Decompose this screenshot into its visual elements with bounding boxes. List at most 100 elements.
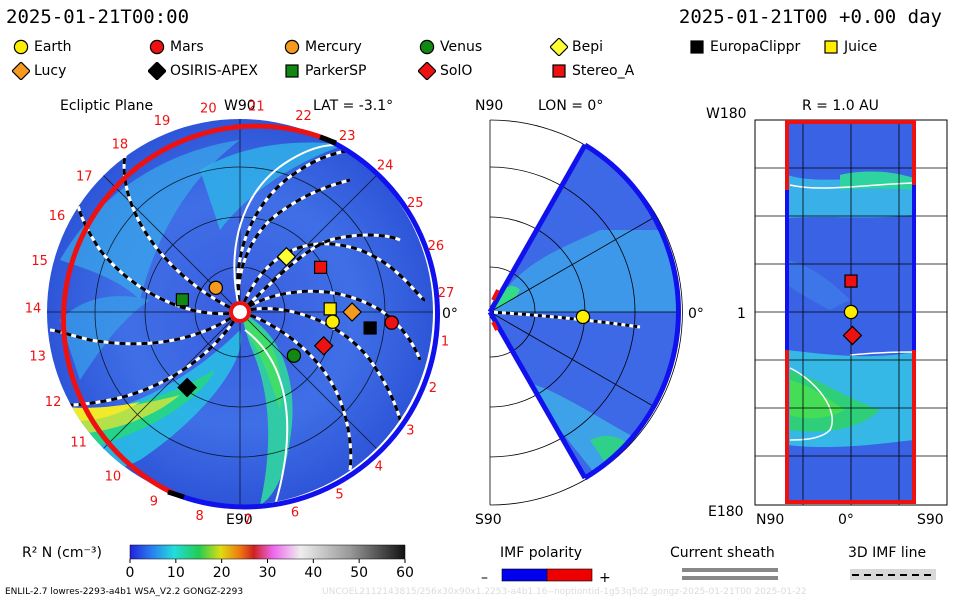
current-sheath-label: Current sheath bbox=[670, 545, 775, 561]
radial-body-earth bbox=[843, 304, 859, 320]
carrington-number: 3 bbox=[406, 424, 414, 439]
lucy-legend-icon bbox=[12, 62, 30, 80]
colorbar-tick-label: 60 bbox=[396, 565, 414, 581]
meridional-bodies bbox=[575, 309, 591, 325]
legend-label: SolO bbox=[440, 63, 473, 79]
imf-minus: – bbox=[481, 570, 488, 586]
carrington-number: 16 bbox=[49, 209, 66, 224]
solo-legend-icon bbox=[418, 62, 436, 80]
meridional-panel: N90 LON = 0° S90 0° bbox=[475, 98, 704, 528]
ecliptic-body-mercury bbox=[208, 280, 224, 296]
carrington-number: 19 bbox=[154, 114, 171, 129]
legend-label: ParkerSP bbox=[305, 63, 367, 79]
carrington-number: 9 bbox=[150, 494, 158, 509]
colorbar-tick-label: 30 bbox=[259, 565, 277, 581]
radial-panel: R = 1.0 AU W180 1 E180 N90 0° S90 bbox=[706, 98, 948, 528]
ecliptic-title: Ecliptic Plane bbox=[60, 98, 153, 114]
parkersp-legend-icon bbox=[285, 64, 299, 78]
legend-item-solo: SolO bbox=[418, 62, 472, 80]
carrington-number: 17 bbox=[76, 170, 93, 185]
colorbar-tick-label: 20 bbox=[213, 565, 231, 581]
colorbar: R² N (cm⁻³) 0 10 20 30 40 50 60 bbox=[22, 544, 414, 581]
meridional-top-label: N90 bbox=[475, 98, 503, 114]
ecliptic-body-venus bbox=[286, 348, 302, 363]
radial-title: R = 1.0 AU bbox=[802, 98, 879, 114]
carrington-number: 2 bbox=[429, 381, 437, 396]
carrington-number: 14 bbox=[25, 302, 42, 317]
meridional-right-label: 0° bbox=[688, 306, 704, 322]
ecliptic-body-europaclippr bbox=[363, 321, 377, 335]
meridional-body-earth bbox=[575, 309, 591, 325]
juice-legend-icon bbox=[824, 40, 838, 54]
carrington-number: 20 bbox=[200, 101, 217, 116]
carrington-number: 5 bbox=[335, 487, 343, 502]
radial-body-solo bbox=[842, 325, 863, 346]
imf-polarity-legend: IMF polarity – + bbox=[481, 545, 611, 586]
ecliptic-right-label: 0° bbox=[442, 306, 458, 322]
venus-legend-icon bbox=[419, 39, 435, 55]
carrington-number: 4 bbox=[375, 460, 383, 475]
carrington-number: 15 bbox=[31, 254, 48, 269]
osiris-apex-legend-icon bbox=[148, 62, 166, 80]
ecliptic-body-parkersp bbox=[175, 293, 189, 307]
stereo-a-legend-icon bbox=[552, 64, 566, 78]
carrington-number: 25 bbox=[407, 196, 424, 211]
imf-plus: + bbox=[599, 570, 611, 586]
carrington-number: 23 bbox=[339, 129, 356, 144]
carrington-number: 13 bbox=[29, 349, 46, 364]
colorbar-tick-label: 50 bbox=[350, 565, 368, 581]
model-info: ENLIL-2.7 lowres-2293-a4b1 WSA_V2.2 GONG… bbox=[5, 587, 244, 597]
ecliptic-body-stereo-a bbox=[313, 260, 328, 274]
ecliptic-bottom-label: E90 bbox=[226, 512, 253, 528]
radial-bottom-left: N90 bbox=[756, 512, 784, 528]
radial-left-bottom: E180 bbox=[708, 504, 744, 520]
carrington-number: 18 bbox=[112, 137, 129, 152]
legend-item-venus: Venus bbox=[418, 38, 482, 56]
carrington-number: 6 bbox=[291, 506, 299, 521]
legend-label: Stereo_A bbox=[572, 63, 635, 79]
imf-polarity-label: IMF polarity bbox=[500, 545, 582, 561]
carrington-number: 26 bbox=[428, 239, 445, 254]
legend-item-bepi: Bepi bbox=[550, 38, 603, 56]
legend-item-lucy: Lucy bbox=[12, 62, 66, 80]
radial-bodies bbox=[842, 274, 863, 346]
ecliptic-body-solo bbox=[313, 335, 334, 356]
carrington-number: 7 bbox=[243, 513, 251, 528]
colorbar-label: R² N (cm⁻³) bbox=[22, 545, 102, 561]
ecliptic-body-bepi bbox=[276, 246, 297, 267]
legend-label: Lucy bbox=[34, 63, 67, 79]
run-id: UNCOEL2112143815/256x30x90x1.2253-a4b1.1… bbox=[322, 587, 807, 597]
legend-item-osiris-apex: OSIRIS-APEX bbox=[148, 62, 258, 80]
radial-bottom-right: S90 bbox=[917, 512, 944, 528]
carrington-number: 27 bbox=[438, 286, 455, 301]
legend-item-mars: Mars bbox=[148, 38, 204, 56]
legend-item-juice: Juice bbox=[822, 38, 877, 56]
ecliptic-body-mars bbox=[384, 315, 399, 330]
legend-item-earth: Earth bbox=[12, 38, 72, 56]
europaclippr-legend-icon bbox=[690, 40, 704, 54]
ecliptic-panel: Ecliptic Plane LAT = -3.1° W90 E90 0° 12… bbox=[25, 98, 458, 528]
legend-label: Venus bbox=[440, 39, 483, 55]
mercury-legend-icon bbox=[284, 39, 300, 55]
carrington-number: 22 bbox=[295, 109, 312, 124]
model-time: 2025-01-21T00 +0.00 day bbox=[678, 6, 942, 28]
ecliptic-body-juice bbox=[323, 302, 337, 316]
ecliptic-top-label: W90 bbox=[224, 98, 256, 114]
carrington-number: 10 bbox=[105, 469, 122, 484]
legend-item-parkersp: ParkerSP bbox=[283, 62, 366, 80]
legend-item-mercury: Mercury bbox=[283, 38, 362, 56]
legend-item-europaclippr: EuropaClippr bbox=[688, 38, 800, 56]
legend-label: Juice bbox=[844, 39, 878, 55]
legend-label: EuropaClippr bbox=[710, 39, 801, 55]
carrington-number: 12 bbox=[45, 395, 62, 410]
colorbar-tick-label: 0 bbox=[126, 565, 135, 581]
radial-left-top: W180 bbox=[706, 106, 747, 122]
colorbar-ticks: 0 10 20 30 40 50 60 bbox=[126, 559, 414, 581]
ecliptic-lat: LAT = -3.1° bbox=[313, 98, 393, 114]
epoch-time: 2025-01-21T00:00 bbox=[6, 6, 190, 28]
ecliptic-bodies bbox=[175, 246, 399, 398]
legend-label: Bepi bbox=[572, 39, 603, 55]
legend-label: OSIRIS-APEX bbox=[170, 63, 258, 79]
